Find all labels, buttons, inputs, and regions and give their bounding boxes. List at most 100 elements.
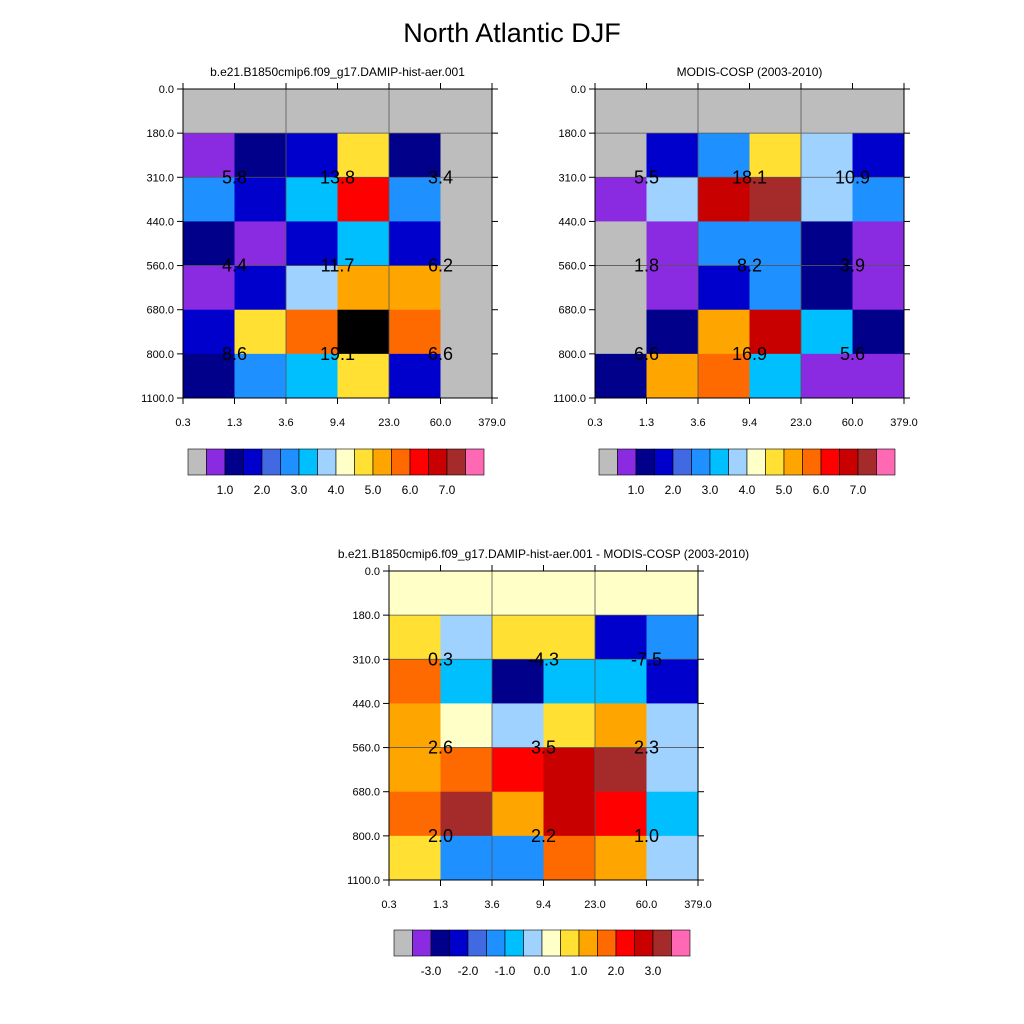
x-tick-label: 0.3: [175, 417, 190, 429]
block-value-label: 5.5: [634, 167, 659, 187]
heatmap-cell: [749, 177, 802, 222]
y-tick-label: 800.0: [352, 831, 380, 843]
heatmap-cell: [183, 265, 235, 311]
x-tick-label: 3.6: [690, 417, 705, 429]
heatmap-cell: [595, 309, 647, 355]
heatmap-cell: [389, 791, 441, 837]
heatmap-cell: [646, 265, 699, 311]
colorbar-swatch: [409, 448, 429, 476]
x-tick-label: 379.0: [890, 417, 918, 429]
heatmap-cell: [492, 703, 544, 749]
block-value-label: 6.6: [634, 344, 659, 364]
heatmap-cell: [337, 89, 390, 134]
colorbar-swatch: [261, 448, 281, 476]
heatmap-cell: [440, 659, 493, 704]
y-tick-label: 440.0: [352, 698, 380, 710]
x-tick-label: 379.0: [684, 899, 712, 911]
heatmap-cell: [440, 747, 493, 793]
heatmap-cell: [801, 353, 853, 399]
heatmap-cell: [286, 221, 338, 267]
heatmap-cell: [183, 221, 235, 267]
heatmap-cell: [852, 177, 905, 222]
heatmap-cell: [337, 221, 390, 267]
block-value-label: 0.3: [428, 649, 453, 669]
heatmap-cell: [543, 571, 596, 616]
heatmap-cell: [440, 615, 493, 660]
heatmap-cell: [595, 571, 647, 616]
heatmap-cell: [543, 703, 596, 749]
block-value-label: 2.0: [428, 826, 453, 846]
heatmap-cell: [595, 177, 647, 222]
colorbar-label: -2.0: [458, 964, 479, 978]
panel-title: b.e21.B1850cmip6.f09_g17.DAMIP-hist-aer.…: [338, 547, 749, 561]
heatmap-cell: [389, 659, 441, 704]
heatmap-panel-3: b.e21.B1850cmip6.f09_g17.DAMIP-hist-aer.…: [338, 547, 749, 978]
block-value-label: -4.3: [528, 649, 559, 669]
colorbar-label: 6.0: [402, 483, 419, 497]
colorbar-swatch: [393, 929, 413, 957]
heatmap-cell: [286, 133, 338, 178]
colorbar-swatch: [224, 448, 244, 476]
heatmap-cell: [440, 221, 493, 267]
heatmap-cell: [183, 89, 235, 134]
heatmap-cell: [492, 659, 544, 704]
heatmap-cell: [389, 265, 441, 311]
colorbar-swatch: [504, 929, 524, 957]
heatmap-cell: [852, 89, 905, 134]
heatmap-cell: [234, 221, 287, 267]
heatmap-cell: [698, 89, 750, 134]
x-tick-label: 1.3: [227, 417, 242, 429]
block-value-label: 5.8: [222, 167, 247, 187]
heatmap-cell: [389, 221, 441, 267]
heatmap-cell: [749, 265, 802, 311]
heatmap-panel-2: MODIS-COSP (2003-2010) 0.0 180.0 310.0 440.0…: [553, 65, 918, 497]
y-tick-label: 0.0: [365, 566, 380, 578]
y-tick-label: 560.0: [558, 261, 586, 273]
heatmap-cell: [698, 133, 750, 178]
x-tick-label: 60.0: [842, 417, 863, 429]
x-tick-label: 23.0: [584, 899, 605, 911]
x-tick-label: 0.3: [587, 417, 602, 429]
colorbar-swatch: [465, 448, 485, 476]
colorbar-swatch: [634, 929, 654, 957]
block-value-label: 18.1: [732, 167, 767, 187]
heatmap-cell: [337, 353, 390, 399]
block-value-label: 6.2: [428, 256, 453, 276]
block-value-label: 8.6: [222, 344, 247, 364]
heatmap-cell: [183, 177, 235, 222]
colorbar-label: 4.0: [328, 483, 345, 497]
colorbar-label: 1.0: [628, 483, 645, 497]
heatmap-cell: [492, 615, 544, 660]
colorbar-label: 2.0: [665, 483, 682, 497]
block-value-label: 13.8: [320, 167, 355, 187]
colorbar-swatch: [672, 448, 692, 476]
heatmap-cell: [234, 177, 287, 222]
block-value-label: 2.3: [634, 738, 659, 758]
heatmap-cell: [492, 835, 544, 881]
x-tick-label: 9.4: [536, 899, 551, 911]
heatmap-cell: [801, 177, 853, 222]
heatmap-cell: [286, 89, 338, 134]
y-tick-label: 1100.0: [553, 393, 586, 405]
colorbar-swatch: [857, 448, 877, 476]
heatmap-cell: [595, 747, 647, 793]
colorbar-label: 2.0: [254, 483, 271, 497]
y-tick-label: 440.0: [558, 216, 586, 228]
heatmap-cell: [646, 571, 699, 616]
heatmap-cell: [698, 265, 750, 311]
colorbar-swatch: [615, 929, 635, 957]
heatmap-cell: [646, 703, 699, 749]
heatmap-cell: [183, 353, 235, 399]
colorbar-swatch: [746, 448, 766, 476]
heatmap-cell: [749, 221, 802, 267]
colorbar-swatch: [430, 929, 450, 957]
heatmap-cell: [595, 703, 647, 749]
colorbar-label: 0.0: [534, 964, 551, 978]
heatmap-cell: [698, 353, 750, 399]
y-tick-label: 560.0: [146, 261, 174, 273]
colorbar-swatch: [391, 448, 411, 476]
panel-title: MODIS-COSP (2003-2010): [677, 65, 823, 79]
block-value-label: 10.9: [835, 167, 870, 187]
panel-title: b.e21.B1850cmip6.f09_g17.DAMIP-hist-aer.…: [210, 65, 465, 79]
heatmap-cell: [543, 659, 596, 704]
